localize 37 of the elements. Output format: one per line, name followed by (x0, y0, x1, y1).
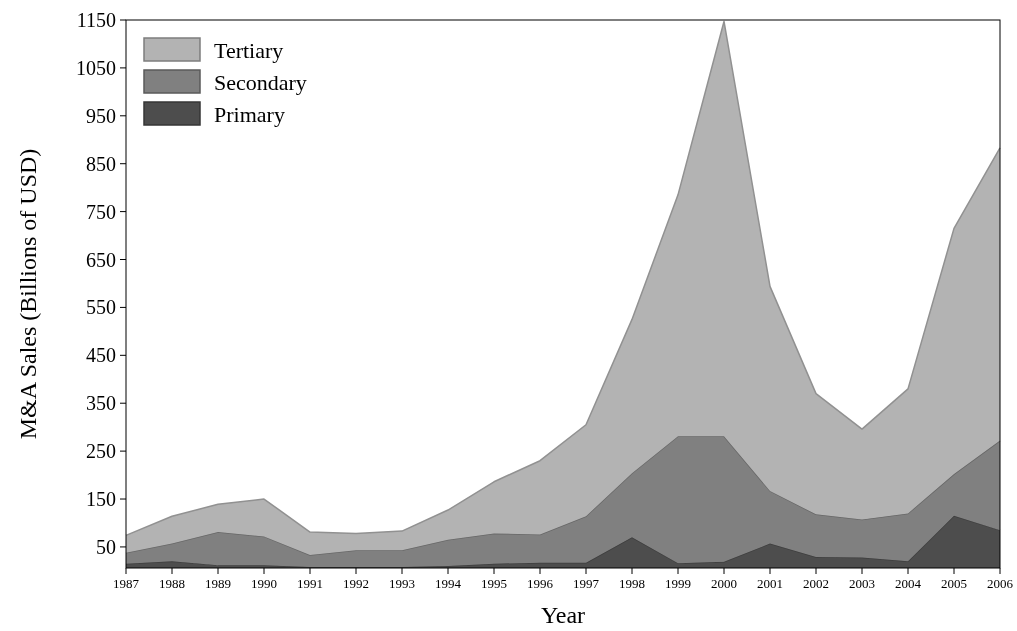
x-tick-label: 1996 (527, 576, 554, 591)
y-tick-label: 250 (86, 440, 116, 463)
x-tick-label: 1988 (159, 576, 185, 591)
x-tick-label: 1999 (665, 576, 691, 591)
y-tick-label: 450 (86, 344, 116, 367)
legend-label: Secondary (214, 69, 307, 95)
y-tick-label: 950 (86, 104, 116, 127)
legend-label: Tertiary (214, 37, 284, 63)
y-tick-label: 150 (86, 488, 116, 511)
y-tick-label: 650 (86, 248, 116, 271)
y-tick-label: 50 (96, 535, 116, 558)
y-tick-label: 350 (86, 392, 116, 415)
y-tick-label: 850 (86, 152, 116, 175)
legend-label: Primary (214, 101, 285, 127)
x-tick-label: 2004 (895, 576, 922, 591)
y-axis-title: M&A Sales (Billions of USD) (15, 148, 41, 440)
x-tick-label: 1990 (251, 576, 277, 591)
x-tick-label: 1995 (481, 576, 507, 591)
x-tick-label: 1998 (619, 576, 645, 591)
x-tick-label: 2005 (941, 576, 967, 591)
x-tick-label: 1991 (297, 576, 323, 591)
x-tick-label: 1993 (389, 576, 415, 591)
x-axis-title: Year (540, 602, 586, 628)
x-tick-label: 1992 (343, 576, 369, 591)
y-tick-label: 1050 (76, 56, 116, 79)
x-tick-label: 2002 (803, 576, 829, 591)
y-tick-label: 1150 (76, 9, 116, 31)
x-tick-label: 2001 (757, 576, 783, 591)
x-tick-label: 1987 (113, 576, 140, 591)
x-tick-label: 2000 (711, 576, 737, 591)
y-tick-label: 750 (86, 200, 116, 223)
x-tick-label: 2003 (849, 576, 875, 591)
x-tick-label: 1989 (205, 576, 231, 591)
y-tick-label: 550 (86, 296, 116, 319)
x-tick-label: 1997 (573, 576, 600, 591)
x-tick-label: 1994 (435, 576, 462, 591)
x-tick-label: 2006 (987, 576, 1014, 591)
